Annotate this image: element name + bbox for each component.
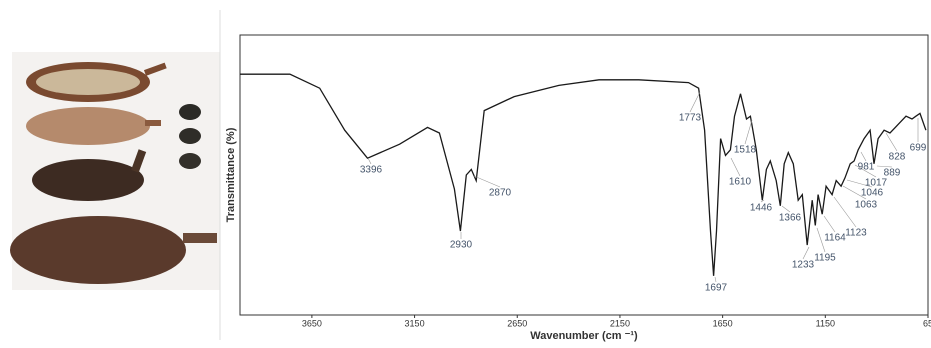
peak-label: 699 (910, 143, 927, 154)
leader-line (860, 151, 867, 162)
peak-label: 1063 (855, 200, 878, 211)
peak-label: 828 (889, 152, 906, 163)
peak-label: 1195 (814, 253, 836, 264)
leader-line (885, 132, 898, 152)
peak-label: 2930 (450, 240, 473, 251)
leader-line (781, 205, 791, 213)
leader-line (760, 199, 765, 203)
peak-label: 981 (858, 162, 875, 173)
peak-label: 1446 (750, 203, 773, 214)
peak-label: 2870 (489, 188, 512, 199)
x-tick-label: 3150 (405, 318, 425, 328)
peak-label: 1164 (824, 233, 846, 244)
peak-label: 1123 (845, 228, 867, 239)
spectrum-line (240, 73, 927, 276)
x-tick-label: 1650 (713, 318, 733, 328)
peak-label: 1017 (865, 178, 888, 189)
leader-line (823, 215, 836, 233)
leader-line (854, 164, 877, 178)
peak-label: 1697 (705, 283, 728, 294)
leader-line (842, 185, 867, 200)
leader-line (833, 196, 857, 228)
peak-label: 1046 (861, 188, 884, 199)
leader-line (473, 175, 501, 188)
plot-frame (239, 34, 929, 316)
leader-line (714, 276, 717, 283)
leader-line (730, 157, 741, 177)
leader-line (876, 165, 893, 168)
leader-line (689, 91, 701, 113)
x-tick-label: 65 (923, 318, 931, 328)
x-axis-label: Wavenumber (cm ⁻¹) (530, 330, 638, 342)
peak-label: 1610 (729, 177, 752, 188)
y-axis-label: Transmittance (%) (225, 127, 237, 222)
x-tick-label: 2650 (507, 318, 527, 328)
leader-line (816, 227, 826, 253)
peak-label: 1518 (734, 145, 757, 156)
peak-label: 3396 (360, 165, 383, 176)
photo (10, 52, 220, 290)
leader-line (802, 246, 810, 260)
peak-label: 1366 (779, 213, 802, 224)
peak-label: 889 (884, 168, 901, 179)
x-tick-label: 2150 (610, 318, 630, 328)
leader-line (846, 179, 873, 188)
x-tick-label: 1150 (816, 318, 835, 328)
x-tick-label: 3650 (302, 318, 322, 328)
leader-line (367, 157, 372, 165)
peak-label: 1773 (679, 113, 702, 124)
peak-label: 1233 (792, 260, 815, 271)
leader-line (744, 119, 753, 145)
